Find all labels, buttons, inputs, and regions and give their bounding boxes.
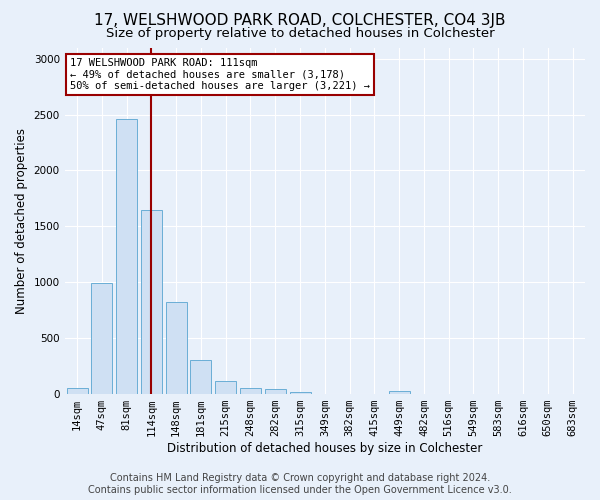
Bar xyxy=(290,392,311,394)
Bar xyxy=(91,284,112,394)
Bar xyxy=(215,380,236,394)
Text: 17, WELSHWOOD PARK ROAD, COLCHESTER, CO4 3JB: 17, WELSHWOOD PARK ROAD, COLCHESTER, CO4… xyxy=(94,12,506,28)
Bar xyxy=(67,388,88,394)
Bar xyxy=(116,119,137,394)
Bar xyxy=(389,390,410,394)
Bar xyxy=(265,389,286,394)
Bar xyxy=(190,360,211,394)
Bar xyxy=(240,388,261,394)
Text: Size of property relative to detached houses in Colchester: Size of property relative to detached ho… xyxy=(106,28,494,40)
Bar xyxy=(141,210,162,394)
X-axis label: Distribution of detached houses by size in Colchester: Distribution of detached houses by size … xyxy=(167,442,482,455)
Bar xyxy=(166,302,187,394)
Text: Contains HM Land Registry data © Crown copyright and database right 2024.
Contai: Contains HM Land Registry data © Crown c… xyxy=(88,474,512,495)
Y-axis label: Number of detached properties: Number of detached properties xyxy=(15,128,28,314)
Text: 17 WELSHWOOD PARK ROAD: 111sqm
← 49% of detached houses are smaller (3,178)
50% : 17 WELSHWOOD PARK ROAD: 111sqm ← 49% of … xyxy=(70,58,370,91)
